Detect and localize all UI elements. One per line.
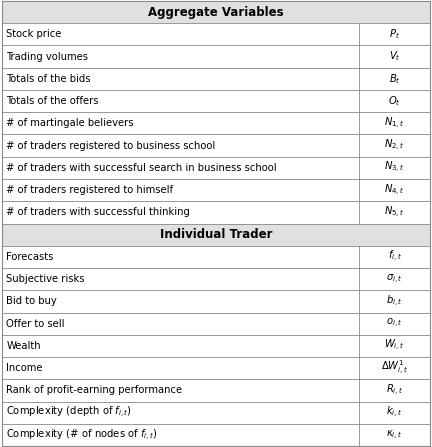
Text: $B_t$: $B_t$ — [389, 72, 400, 86]
Text: $f_{i,t}$: $f_{i,t}$ — [388, 249, 402, 265]
Bar — [2, 401, 430, 424]
Text: $N_{2,t}$: $N_{2,t}$ — [384, 138, 405, 153]
Text: $\Delta W^1_{i,t}$: $\Delta W^1_{i,t}$ — [381, 359, 408, 377]
Text: $V_t$: $V_t$ — [389, 50, 400, 63]
Text: $O_t$: $O_t$ — [388, 94, 401, 108]
Text: Individual Trader: Individual Trader — [160, 228, 272, 241]
Text: $N_{3,t}$: $N_{3,t}$ — [384, 160, 405, 175]
Bar — [2, 290, 430, 312]
Text: Forecasts: Forecasts — [6, 252, 54, 262]
Bar — [2, 157, 430, 179]
Bar — [2, 246, 430, 268]
Bar — [2, 179, 430, 201]
Text: $o_{i,t}$: $o_{i,t}$ — [386, 317, 403, 330]
Text: Income: Income — [6, 363, 43, 373]
Text: Wealth: Wealth — [6, 341, 41, 351]
Text: Trading volumes: Trading volumes — [6, 51, 89, 62]
Text: Bid to buy: Bid to buy — [6, 296, 57, 306]
Bar — [2, 335, 430, 357]
Bar — [2, 46, 430, 67]
Text: $R_{i,t}$: $R_{i,t}$ — [386, 383, 403, 398]
Text: $\kappa_{i,t}$: $\kappa_{i,t}$ — [386, 428, 403, 442]
Bar — [2, 90, 430, 112]
Text: # of traders registered to himself: # of traders registered to himself — [6, 185, 174, 195]
Text: Complexity (# of nodes of $f_{i,t}$): Complexity (# of nodes of $f_{i,t}$) — [6, 427, 158, 443]
Text: $N_{5,t}$: $N_{5,t}$ — [384, 205, 405, 220]
Text: $k_{i,t}$: $k_{i,t}$ — [386, 405, 403, 420]
Text: # of traders with successful search in business school: # of traders with successful search in b… — [6, 163, 277, 173]
Text: Complexity (depth of $f_{i,t}$): Complexity (depth of $f_{i,t}$) — [6, 405, 133, 420]
Bar — [2, 424, 430, 446]
Bar — [2, 1, 430, 23]
Text: # of traders with successful thinking: # of traders with successful thinking — [6, 207, 191, 217]
Text: Offer to sell: Offer to sell — [6, 319, 65, 329]
Text: $\sigma_{i,t}$: $\sigma_{i,t}$ — [386, 273, 403, 286]
Text: $N_{1,t}$: $N_{1,t}$ — [384, 116, 405, 131]
Bar — [2, 135, 430, 157]
Bar — [2, 201, 430, 224]
Bar — [2, 67, 430, 90]
Text: Totals of the bids: Totals of the bids — [6, 74, 91, 84]
Text: Aggregate Variables: Aggregate Variables — [148, 5, 284, 18]
Bar — [2, 312, 430, 335]
Text: Stock price: Stock price — [6, 30, 62, 39]
Text: # of traders registered to business school: # of traders registered to business scho… — [6, 141, 216, 151]
Text: Subjective risks: Subjective risks — [6, 274, 85, 284]
Text: # of martingale believers: # of martingale believers — [6, 118, 134, 128]
Bar — [2, 224, 430, 246]
Text: $W_{i,t}$: $W_{i,t}$ — [384, 338, 405, 354]
Text: Totals of the offers: Totals of the offers — [6, 96, 99, 106]
Bar — [2, 380, 430, 401]
Text: $P_t$: $P_t$ — [389, 27, 400, 41]
Bar — [2, 23, 430, 46]
Text: $N_{4,t}$: $N_{4,t}$ — [384, 182, 405, 198]
Bar — [2, 357, 430, 380]
Text: Rank of profit-earning performance: Rank of profit-earning performance — [6, 385, 183, 396]
Bar — [2, 112, 430, 135]
Bar — [2, 268, 430, 290]
Text: $b_{i,t}$: $b_{i,t}$ — [386, 294, 403, 309]
